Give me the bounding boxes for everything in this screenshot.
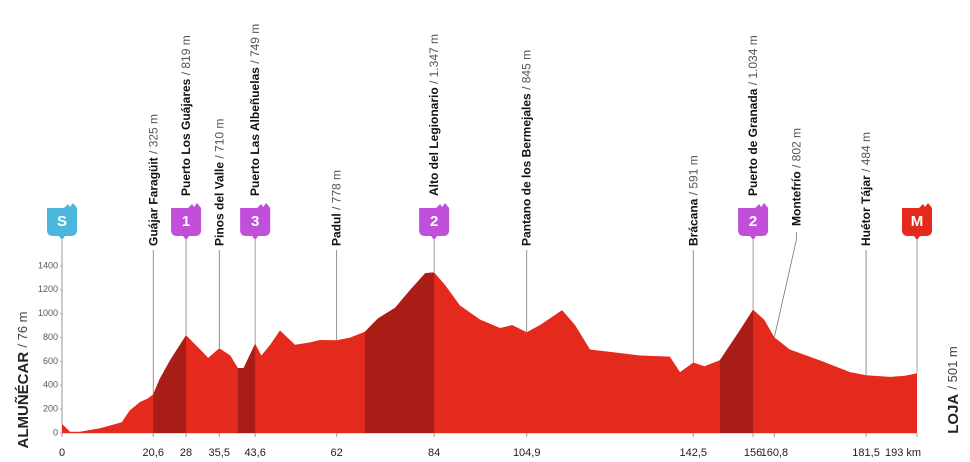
- y-tick-label: 400: [43, 380, 58, 390]
- category-marker: 3: [240, 203, 271, 240]
- y-tick-label: 200: [43, 404, 58, 414]
- x-tick-label: 0: [59, 447, 65, 459]
- waypoint-label: Puerto de Granada / 1.034 m: [746, 35, 760, 196]
- start-elevation: / 76 m: [15, 312, 30, 348]
- waypoint-name: Pantano de los Bermejales: [520, 93, 534, 246]
- x-tick-label: 20,6: [143, 447, 164, 459]
- start-label: ALMUÑÉCAR / 76 m: [14, 312, 32, 449]
- x-tick-label: 84: [428, 447, 440, 459]
- waypoint-elevation: / 778 m: [330, 170, 344, 210]
- y-tick-label: 1400: [38, 260, 58, 270]
- y-tick-label: 1000: [38, 308, 58, 318]
- waypoint-label: Pinos del Valle / 710 m: [212, 119, 226, 246]
- category-marker: S: [47, 203, 77, 240]
- marker-label: 2: [749, 213, 757, 230]
- waypoint-label: Padul / 778 m: [330, 170, 344, 246]
- marker-crest: [257, 203, 271, 208]
- y-tick-label: 1200: [38, 284, 58, 294]
- finish-label: LOJA / 501 m: [945, 346, 962, 434]
- x-tick-label: 62: [331, 447, 343, 459]
- y-tick-label: 600: [43, 356, 58, 366]
- waypoint-elevation: / 1.034 m: [746, 35, 760, 85]
- marker-label: S: [57, 213, 67, 230]
- category-marker: M: [902, 203, 932, 240]
- waypoint-elevation: / 484 m: [859, 132, 873, 172]
- waypoint-name: Puerto Las Albeñuelas: [248, 67, 262, 196]
- x-tick-label: 193 km: [885, 447, 921, 459]
- climb-area: [237, 343, 256, 433]
- x-tick-label: 156: [744, 447, 762, 459]
- marker-label: 1: [182, 213, 190, 230]
- waypoint-label: Puerto Los Guájares / 819 m: [179, 35, 193, 196]
- climb-area: [365, 272, 435, 433]
- waypoint-label: Puerto Las Albeñuelas / 749 m: [248, 24, 262, 196]
- marker-crest: [436, 203, 450, 208]
- y-tick-label: 0: [53, 427, 58, 437]
- waypoint-name: Huétor Tájar: [859, 175, 873, 246]
- marker-badge: [171, 208, 202, 240]
- x-tick-label: 28: [180, 447, 192, 459]
- marker-badge: [738, 208, 769, 240]
- marker-badge: [419, 208, 450, 240]
- marker-label: 3: [251, 213, 259, 230]
- x-tick-label: 35,5: [209, 447, 230, 459]
- y-tick-label: 800: [43, 332, 58, 342]
- climb-area: [153, 335, 187, 433]
- waypoint-label: Pantano de los Bermejales / 845 m: [520, 50, 534, 246]
- waypoint-name: Alto del Legionario: [427, 87, 441, 196]
- marker-crest: [64, 203, 77, 208]
- waypoint-elevation: / 1.347 m: [427, 34, 441, 84]
- marker-crest: [188, 203, 202, 208]
- waypoint-name: Guájar Faragüit: [146, 157, 160, 246]
- marker-badge: [240, 208, 271, 240]
- marker-label: M: [911, 213, 924, 230]
- waypoint-elevation: / 325 m: [146, 114, 160, 154]
- waypoint-name: Montefrío: [789, 171, 803, 226]
- x-tick-label: 160,8: [761, 447, 789, 459]
- waypoint-label: Huétor Tájar / 484 m: [859, 132, 873, 246]
- waypoint-elevation: / 802 m: [789, 128, 803, 168]
- marker-label: 2: [430, 213, 438, 230]
- finish-elevation: / 501 m: [945, 346, 960, 389]
- waypoint-name: Padul: [330, 213, 344, 246]
- waypoint-elevation: / 591 m: [686, 155, 700, 195]
- waypoint-name: Pinos del Valle: [212, 162, 226, 246]
- x-tick-label: 142,5: [680, 447, 708, 459]
- waypoint-label: Alto del Legionario / 1.347 m: [427, 34, 441, 196]
- marker-crest: [919, 203, 932, 208]
- waypoint-name: Puerto de Granada: [746, 88, 760, 196]
- x-tick-label: 181,5: [852, 447, 880, 459]
- start-name: ALMUÑÉCAR: [14, 352, 32, 449]
- marker-crest: [755, 203, 769, 208]
- x-tick-label: 104,9: [513, 447, 541, 459]
- category-marker: 2: [419, 203, 450, 240]
- waypoint-leader: [773, 232, 797, 338]
- waypoint-elevation: / 819 m: [179, 35, 193, 75]
- waypoint-label: Brácana / 591 m: [686, 155, 700, 246]
- waypoint-elevation: / 845 m: [520, 50, 534, 90]
- waypoint-elevation: / 710 m: [212, 119, 226, 159]
- category-marker: 2: [738, 203, 769, 240]
- x-tick-label: 43,6: [244, 447, 265, 459]
- waypoint-label: Guájar Faragüit / 325 m: [146, 114, 160, 246]
- climb-area: [719, 309, 754, 433]
- marker-badge: [47, 208, 77, 240]
- elevation-area: [62, 272, 917, 433]
- category-marker: 1: [171, 203, 202, 240]
- finish-name: LOJA: [945, 394, 962, 434]
- waypoint-elevation: / 749 m: [248, 24, 262, 64]
- waypoint-name: Puerto Los Guájares: [179, 78, 193, 196]
- waypoint-label: Montefrío / 802 m: [789, 128, 803, 226]
- marker-badge: [902, 208, 932, 240]
- waypoint-name: Brácana: [686, 198, 700, 246]
